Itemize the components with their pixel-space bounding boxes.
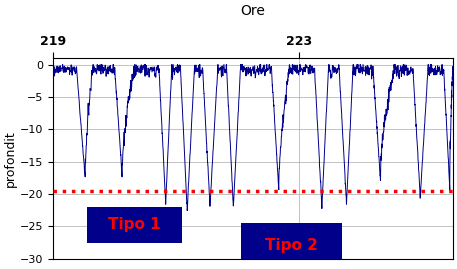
Text: Tipo 1: Tipo 1	[108, 217, 161, 232]
Bar	[241, 223, 342, 268]
Text: Tipo 2: Tipo 2	[265, 238, 318, 253]
Title: Ore: Ore	[240, 4, 266, 18]
Y-axis label: profondit: profondit	[4, 130, 17, 187]
Bar	[87, 207, 182, 243]
